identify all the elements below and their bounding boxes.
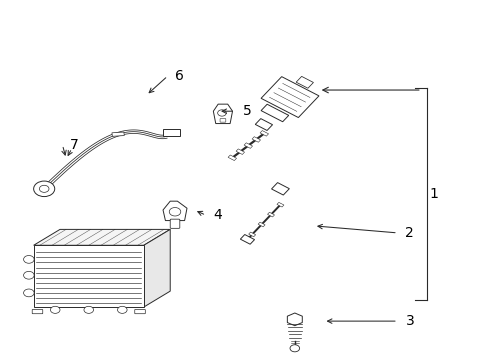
FancyBboxPatch shape [34, 245, 143, 307]
FancyBboxPatch shape [135, 310, 145, 314]
Text: 7: 7 [70, 138, 79, 152]
Polygon shape [248, 232, 255, 237]
Polygon shape [236, 149, 244, 154]
Circle shape [50, 306, 60, 313]
Polygon shape [143, 229, 170, 307]
Polygon shape [255, 119, 272, 130]
Text: 1: 1 [428, 187, 437, 201]
Polygon shape [251, 137, 260, 142]
Circle shape [34, 181, 55, 197]
FancyBboxPatch shape [170, 219, 180, 228]
Polygon shape [261, 77, 318, 118]
Polygon shape [271, 183, 289, 195]
Polygon shape [276, 202, 284, 207]
Circle shape [217, 110, 226, 116]
Polygon shape [296, 76, 313, 88]
Polygon shape [261, 104, 288, 122]
Polygon shape [163, 129, 179, 136]
FancyBboxPatch shape [32, 310, 42, 314]
Polygon shape [213, 104, 232, 123]
Circle shape [23, 271, 34, 279]
Polygon shape [287, 313, 302, 326]
Polygon shape [258, 222, 264, 227]
Circle shape [289, 345, 299, 352]
Text: 6: 6 [175, 69, 184, 83]
Polygon shape [34, 229, 170, 245]
Text: 4: 4 [213, 208, 222, 222]
Circle shape [40, 185, 49, 192]
Polygon shape [227, 155, 236, 161]
Polygon shape [267, 212, 274, 217]
Text: 2: 2 [405, 226, 413, 240]
Polygon shape [260, 131, 268, 136]
Polygon shape [163, 201, 186, 221]
Polygon shape [112, 132, 124, 136]
Circle shape [169, 207, 181, 216]
Polygon shape [240, 234, 254, 244]
Polygon shape [244, 143, 252, 148]
Circle shape [23, 256, 34, 263]
FancyBboxPatch shape [220, 118, 225, 122]
Text: 5: 5 [242, 104, 251, 118]
Circle shape [23, 289, 34, 297]
Circle shape [117, 306, 127, 313]
Circle shape [84, 306, 93, 313]
Text: 3: 3 [405, 314, 413, 328]
